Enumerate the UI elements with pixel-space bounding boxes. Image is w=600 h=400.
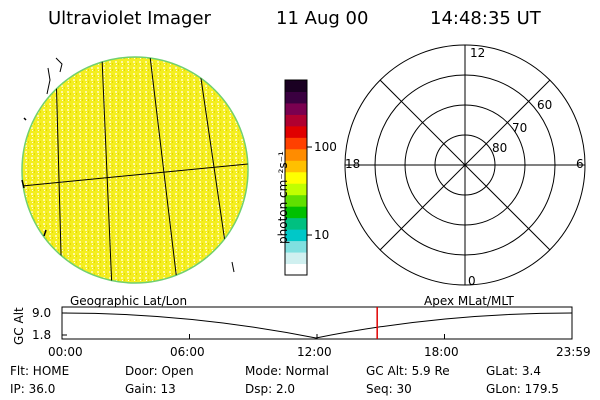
coastline-fragment (43, 229, 47, 237)
x-tick-label: 23:59 (556, 345, 591, 359)
info-dsp: Dsp: 2.0 (245, 382, 296, 396)
x-ticks (61, 334, 573, 339)
altitude-ylabel: GC Alt (12, 307, 26, 345)
mlt-label-18: 18 (345, 157, 361, 171)
coastline-fragment (231, 261, 235, 273)
color-scale-bar (284, 79, 312, 276)
colorbar-tick-label-10: 10 (314, 228, 330, 242)
color-bar-segment (285, 80, 307, 92)
geographic-caption: Geographic Lat/Lon (70, 294, 188, 308)
color-bar-segment (285, 217, 307, 230)
color-bar-segment (285, 183, 307, 196)
color-bar-segment (285, 160, 307, 173)
apex-caption: Apex MLat/MLT (424, 294, 514, 308)
mlat-label-70: 70 (512, 121, 528, 135)
mlt-label-12: 12 (470, 46, 486, 60)
x-tick-label: 18:00 (424, 345, 459, 359)
colorbar-unit-label: photon cm⁻²s⁻¹ (276, 151, 290, 244)
coastline-fragment (23, 117, 27, 121)
info-sequence: Seq: 30 (366, 382, 412, 396)
color-bar-segment (285, 206, 307, 219)
altitude-curve (61, 312, 573, 339)
color-bar-frame (284, 79, 308, 276)
mlat-label-60: 60 (537, 98, 553, 112)
color-bar-segment (285, 263, 307, 276)
color-bar-segment (285, 91, 307, 104)
info-glon: GLon: 179.5 (486, 382, 559, 396)
color-bar-segment (285, 240, 307, 253)
instrument-title: Ultraviolet Imager (48, 8, 211, 29)
longitude-line (101, 57, 113, 283)
longitude-line (55, 69, 63, 283)
info-door: Door: Open (125, 364, 194, 378)
color-bar-segment (285, 171, 307, 184)
info-gc-altitude: GC Alt: 5.9 Re (366, 364, 450, 378)
color-bar-segment (285, 148, 307, 161)
color-bar-segment (285, 137, 307, 150)
latitude-line (22, 163, 248, 187)
date-label: 11 Aug 00 (276, 8, 369, 29)
altitude-ytick-1-8: 1.8 (32, 328, 52, 342)
mlt-line-diagonal (379, 79, 551, 251)
mlt-label-6: 6 (576, 157, 584, 171)
altitude-plot (61, 306, 573, 340)
altitude-ytick-9: 9.0 (32, 306, 52, 320)
info-mode: Mode: Normal (245, 364, 329, 378)
earth-disk (21, 56, 249, 284)
coastline-fragment (21, 179, 25, 189)
color-bar-segment (285, 102, 307, 115)
info-flight: Flt: HOME (10, 364, 70, 378)
coastline-fragment (46, 67, 51, 95)
color-bar-segment (285, 252, 307, 265)
disk-body (21, 56, 249, 284)
coastline-fragment (55, 57, 63, 73)
polar-grid (344, 44, 586, 286)
colorbar-tick-label-100: 100 (314, 140, 337, 154)
info-glat: GLat: 3.4 (486, 364, 541, 378)
color-bar-segment (285, 114, 307, 127)
info-gain: Gain: 13 (125, 382, 176, 396)
x-tick-label: 12:00 (297, 345, 332, 359)
mlat-label-80: 80 (492, 141, 508, 155)
color-bar-segment (285, 229, 307, 242)
color-bar-segment (285, 125, 307, 138)
mlt-label-0: 0 (468, 274, 476, 288)
info-ip: IP: 36.0 (10, 382, 56, 396)
x-tick-label: 00:00 (48, 345, 83, 359)
x-tick-label: 06:00 (170, 345, 205, 359)
longitude-line (149, 57, 179, 283)
color-bar-segment (285, 194, 307, 207)
time-label: 14:48:35 UT (430, 8, 541, 29)
